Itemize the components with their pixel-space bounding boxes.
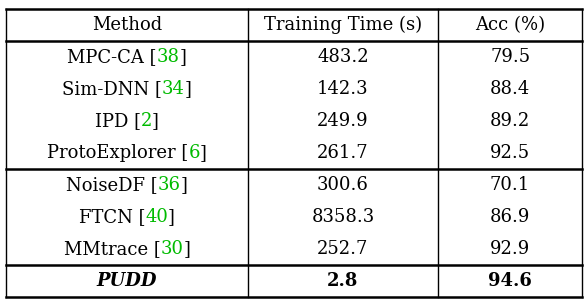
Text: 79.5: 79.5 [490, 48, 530, 66]
Text: ]: ] [200, 144, 207, 162]
Text: 34: 34 [162, 80, 185, 98]
Text: 30: 30 [161, 240, 183, 258]
Text: Acc (%): Acc (%) [475, 16, 545, 34]
Text: Sim-DNN [: Sim-DNN [ [62, 80, 162, 98]
Text: 92.5: 92.5 [490, 144, 530, 162]
Text: ]: ] [185, 80, 192, 98]
Text: FTCN [: FTCN [ [79, 208, 145, 226]
Text: 249.9: 249.9 [317, 112, 369, 130]
Text: 86.9: 86.9 [490, 208, 530, 226]
Text: 8358.3: 8358.3 [312, 208, 375, 226]
Text: Training Time (s): Training Time (s) [264, 16, 422, 34]
Text: ]: ] [168, 208, 175, 226]
Text: 92.9: 92.9 [490, 240, 530, 258]
Text: NoiseDF [: NoiseDF [ [66, 176, 158, 194]
Text: ProtoExplorer [: ProtoExplorer [ [47, 144, 188, 162]
Text: IPD [: IPD [ [95, 112, 141, 130]
Text: ]: ] [183, 240, 190, 258]
Text: Method: Method [92, 16, 162, 34]
Text: MMtrace [: MMtrace [ [64, 240, 161, 258]
Text: 261.7: 261.7 [317, 144, 369, 162]
Text: 252.7: 252.7 [318, 240, 369, 258]
Text: 6: 6 [188, 144, 200, 162]
Text: 300.6: 300.6 [317, 176, 369, 194]
Text: 89.2: 89.2 [490, 112, 530, 130]
Text: 40: 40 [145, 208, 168, 226]
Text: 2: 2 [141, 112, 152, 130]
Text: 70.1: 70.1 [490, 176, 530, 194]
Text: ]: ] [180, 48, 186, 66]
Text: MPC-CA [: MPC-CA [ [67, 48, 157, 66]
Text: ]: ] [181, 176, 188, 194]
Text: 483.2: 483.2 [317, 48, 369, 66]
Text: ]: ] [152, 112, 159, 130]
Text: 142.3: 142.3 [317, 80, 369, 98]
Text: 36: 36 [158, 176, 181, 194]
Text: 94.6: 94.6 [488, 272, 532, 290]
Text: 38: 38 [157, 48, 180, 66]
Text: PUDD: PUDD [96, 272, 157, 290]
Text: 88.4: 88.4 [490, 80, 530, 98]
Text: 2.8: 2.8 [328, 272, 359, 290]
